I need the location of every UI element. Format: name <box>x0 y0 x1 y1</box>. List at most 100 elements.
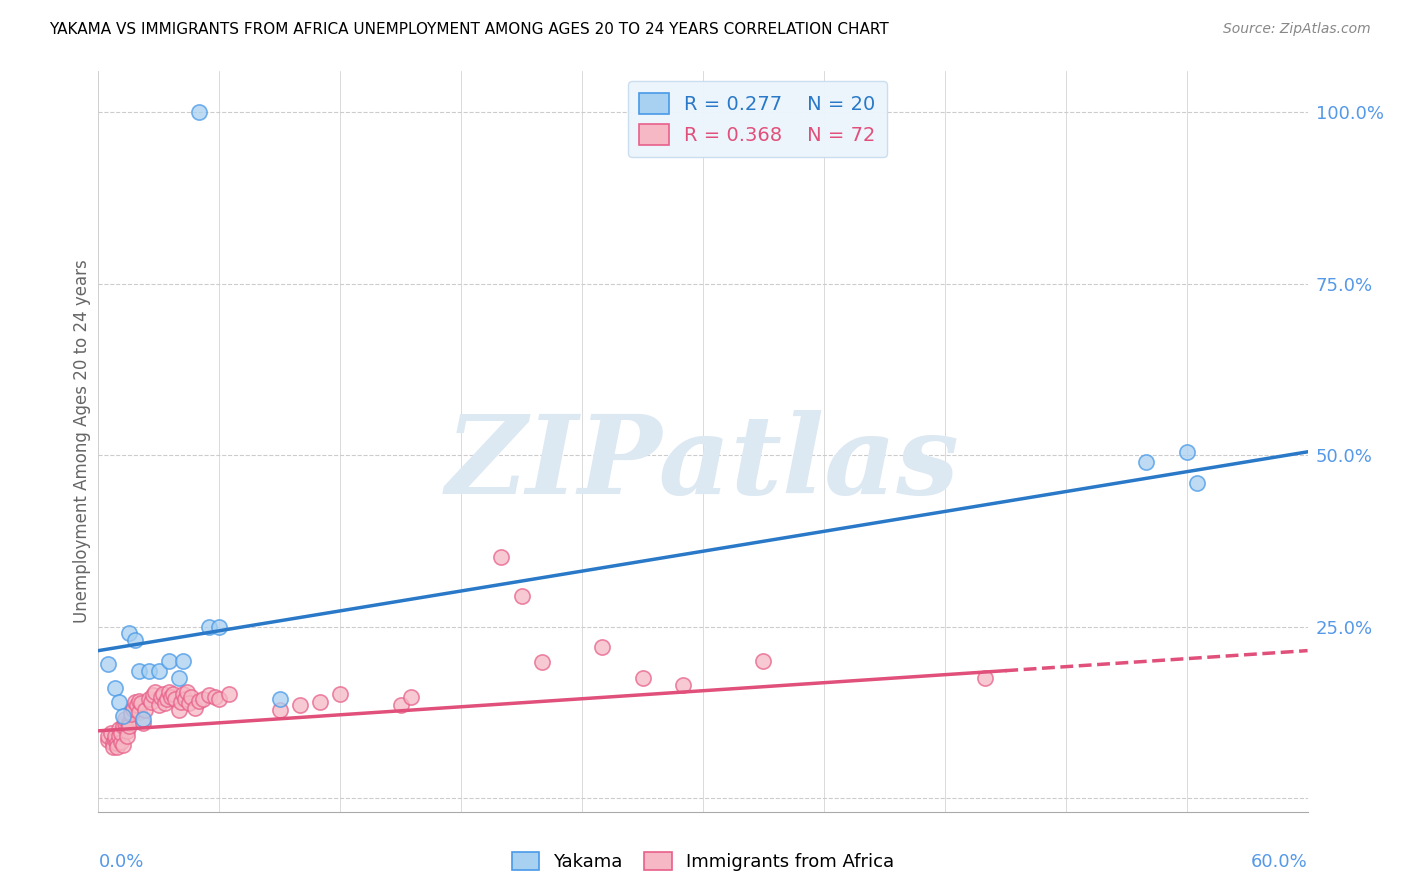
Point <box>162 687 184 701</box>
Point <box>176 685 198 699</box>
Point <box>115 729 138 743</box>
Point <box>103 729 125 743</box>
Point <box>118 715 141 730</box>
Point <box>172 687 194 701</box>
Point <box>114 712 136 726</box>
Point <box>208 620 231 634</box>
Legend: R = 0.277    N = 20, R = 0.368    N = 72: R = 0.277 N = 20, R = 0.368 N = 72 <box>627 81 887 156</box>
Point <box>142 688 165 702</box>
Point <box>118 626 141 640</box>
Point <box>510 589 533 603</box>
Point <box>399 690 422 704</box>
Point <box>115 723 138 738</box>
Point <box>120 707 142 722</box>
Point <box>118 719 141 733</box>
Point <box>121 702 143 716</box>
Point <box>97 732 120 747</box>
Point <box>107 723 129 737</box>
Point <box>180 690 202 704</box>
Point <box>491 549 513 564</box>
Point <box>148 664 170 678</box>
Point <box>111 738 134 752</box>
Point <box>120 706 142 720</box>
Point <box>97 657 120 672</box>
Text: ZIPatlas: ZIPatlas <box>446 410 960 517</box>
Point <box>160 690 183 704</box>
Point <box>138 664 160 678</box>
Point <box>152 687 174 701</box>
Point <box>157 685 180 699</box>
Point <box>97 729 120 743</box>
Point <box>1175 445 1198 459</box>
Point <box>170 695 193 709</box>
Point <box>974 671 997 685</box>
Point <box>107 729 129 743</box>
Point <box>156 691 179 706</box>
Point <box>1185 475 1208 490</box>
Point <box>128 706 150 720</box>
Point <box>111 719 134 733</box>
Point <box>110 726 132 740</box>
Text: YAKAMA VS IMMIGRANTS FROM AFRICA UNEMPLOYMENT AMONG AGES 20 TO 24 YEARS CORRELAT: YAKAMA VS IMMIGRANTS FROM AFRICA UNEMPLO… <box>49 22 889 37</box>
Point <box>269 703 291 717</box>
Point <box>111 708 134 723</box>
Text: 60.0%: 60.0% <box>1251 853 1308 871</box>
Point <box>134 703 156 717</box>
Point <box>124 633 146 648</box>
Point <box>198 688 221 702</box>
Point <box>105 736 128 750</box>
Point <box>389 698 412 713</box>
Text: 0.0%: 0.0% <box>98 853 143 871</box>
Point <box>128 664 150 678</box>
Point <box>110 735 132 749</box>
Point <box>184 700 207 714</box>
Point <box>530 655 553 669</box>
Point <box>672 678 695 692</box>
Point <box>101 739 124 754</box>
Point <box>172 654 194 668</box>
Point <box>752 654 775 668</box>
Point <box>132 712 155 726</box>
Point <box>218 687 240 701</box>
Point <box>167 703 190 717</box>
Point <box>105 739 128 754</box>
Point <box>174 691 197 706</box>
Point <box>148 698 170 713</box>
Point <box>163 691 186 706</box>
Point <box>128 694 150 708</box>
Point <box>107 695 129 709</box>
Point <box>208 691 231 706</box>
Point <box>103 732 125 747</box>
Point <box>198 620 221 634</box>
Point <box>153 697 176 711</box>
Point <box>100 726 122 740</box>
Legend: Yakama, Immigrants from Africa: Yakama, Immigrants from Africa <box>505 845 901 879</box>
Point <box>329 687 352 701</box>
Point <box>132 715 155 730</box>
Point <box>157 654 180 668</box>
Point <box>179 697 201 711</box>
Point <box>591 640 613 655</box>
Point <box>103 681 125 696</box>
Point <box>269 691 291 706</box>
Text: Source: ZipAtlas.com: Source: ZipAtlas.com <box>1223 22 1371 37</box>
Point <box>204 690 226 704</box>
Point <box>124 695 146 709</box>
Point <box>149 690 172 704</box>
Point <box>125 698 148 713</box>
Point <box>188 105 211 120</box>
Point <box>114 715 136 730</box>
Point <box>288 698 311 713</box>
Point <box>138 691 160 706</box>
Y-axis label: Unemployment Among Ages 20 to 24 years: Unemployment Among Ages 20 to 24 years <box>73 260 91 624</box>
Point <box>193 691 215 706</box>
Point <box>167 671 190 685</box>
Point <box>143 685 166 699</box>
Point <box>188 694 211 708</box>
Point <box>1135 455 1157 469</box>
Point <box>101 736 124 750</box>
Point <box>129 697 152 711</box>
Point <box>309 695 332 709</box>
Point <box>631 671 654 685</box>
Point <box>139 695 162 709</box>
